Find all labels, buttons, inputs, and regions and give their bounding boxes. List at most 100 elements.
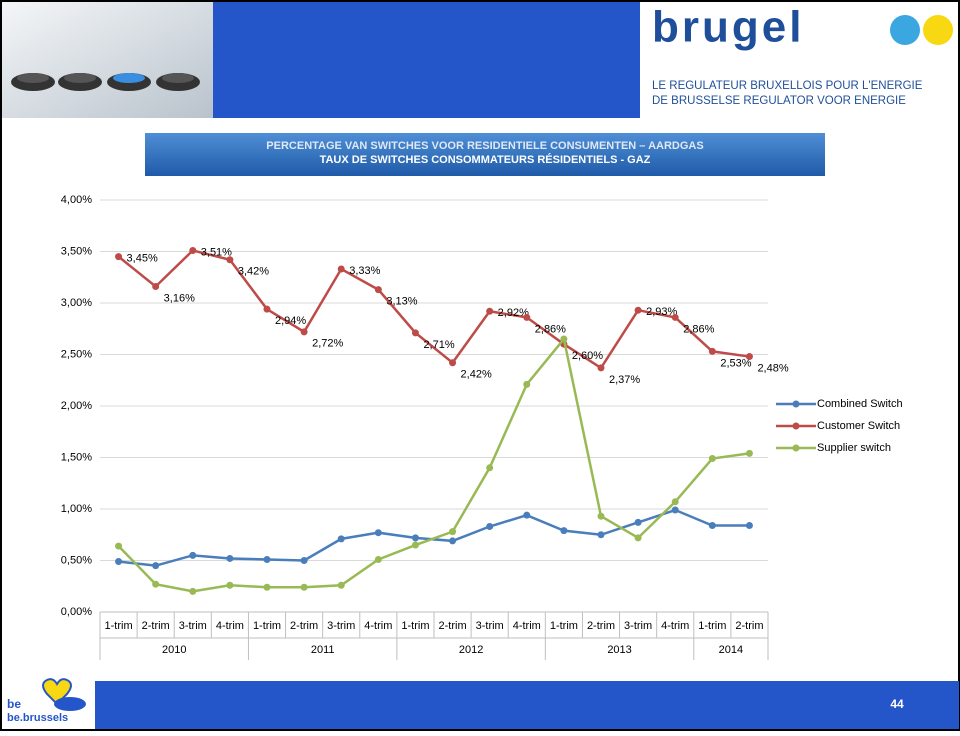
data-label: 2,60% — [572, 350, 603, 362]
data-label: 2,72% — [312, 338, 343, 350]
chart-subtitle: TAUX DE SWITCHES CONSOMMATEURS RÉSIDENTI… — [320, 153, 651, 166]
data-point — [152, 283, 160, 291]
legend-label: Combined Switch — [817, 398, 903, 410]
x-tick-label: 1-trim — [105, 620, 133, 632]
data-point — [374, 286, 382, 294]
tagline: DE BRUSSELSE REGULATOR VOOR ENERGIE — [652, 95, 906, 107]
x-tick-label: 3-trim — [327, 620, 355, 632]
data-point — [115, 253, 123, 261]
page-number: 44 — [890, 697, 904, 711]
data-point — [449, 537, 457, 545]
data-label: 2,48% — [757, 362, 788, 374]
data-point — [634, 306, 642, 314]
data-point — [411, 541, 419, 549]
data-point — [189, 551, 197, 559]
data-point — [708, 347, 716, 355]
data-point — [152, 562, 160, 570]
chart-title-box — [145, 133, 825, 176]
data-point — [189, 587, 197, 595]
data-point — [597, 512, 605, 520]
footer-bar — [95, 681, 959, 729]
data-point — [152, 580, 160, 588]
data-label: 2,71% — [423, 339, 454, 351]
x-tick-label: 4-trim — [364, 620, 392, 632]
data-label: 3,51% — [201, 246, 232, 258]
data-label: 2,42% — [461, 369, 492, 381]
brand-shape — [54, 697, 86, 711]
y-tick-label: 2,00% — [61, 400, 92, 412]
data-label: 3,42% — [238, 266, 269, 278]
x-tick-label: 2-trim — [290, 620, 318, 632]
data-label: 2,94% — [275, 315, 306, 327]
data-point — [337, 265, 345, 273]
data-point — [374, 555, 382, 563]
data-point — [263, 583, 271, 591]
data-point — [226, 554, 234, 562]
header-banner — [213, 2, 640, 118]
header-image — [2, 2, 213, 118]
data-point — [300, 328, 308, 336]
data-point — [486, 523, 494, 531]
group-label: 2011 — [311, 644, 335, 656]
x-tick-label: 2-trim — [587, 620, 615, 632]
x-tick-label: 4-trim — [513, 620, 541, 632]
data-point — [411, 329, 419, 337]
series-line — [117, 249, 750, 370]
legend-label: Supplier switch — [817, 442, 891, 454]
data-point — [486, 464, 494, 472]
data-point — [671, 498, 679, 506]
data-point — [449, 359, 457, 367]
y-tick-label: 0,50% — [61, 554, 92, 566]
brand-heart — [42, 678, 72, 706]
data-label: 3,16% — [164, 292, 195, 304]
data-label: 2,86% — [683, 323, 714, 335]
data-point — [263, 305, 271, 313]
data-label: 2,92% — [498, 307, 529, 319]
data-label: 3,13% — [386, 296, 417, 308]
data-point — [226, 581, 234, 589]
legend-marker — [792, 400, 800, 408]
data-point — [708, 455, 716, 463]
data-label: 2,93% — [646, 306, 677, 318]
x-tick-label: 2-trim — [735, 620, 763, 632]
x-tick-label: 4-trim — [661, 620, 689, 632]
data-point — [300, 557, 308, 564]
data-point — [263, 555, 271, 563]
data-point — [486, 307, 494, 315]
data-point — [523, 511, 531, 519]
x-tick-label: 1-trim — [401, 620, 429, 632]
data-point — [449, 528, 457, 536]
logo-dot — [890, 15, 920, 45]
y-tick-label: 0,00% — [61, 606, 92, 618]
tagline: LE REGULATEUR BRUXELLOIS POUR L'ENERGIE — [652, 80, 923, 92]
x-tick-label: 3-trim — [476, 620, 504, 632]
x-tick-label: 1-trim — [253, 620, 281, 632]
data-point — [560, 527, 568, 535]
x-tick-label: 2-trim — [142, 620, 170, 632]
logo-dot — [923, 15, 953, 45]
data-point — [634, 534, 642, 542]
group-label: 2013 — [607, 644, 631, 656]
legend-label: Customer Switch — [817, 420, 900, 432]
data-point — [523, 380, 531, 388]
data-point — [300, 583, 308, 591]
y-tick-label: 3,50% — [61, 245, 92, 257]
data-point — [115, 558, 123, 566]
brand: be.brussels — [7, 712, 68, 724]
data-point — [745, 449, 753, 457]
y-tick-label: 4,00% — [61, 194, 92, 206]
logo: brugel — [652, 3, 804, 52]
data-label: 3,45% — [127, 253, 158, 265]
x-tick-label: 4-trim — [216, 620, 244, 632]
data-point — [560, 335, 568, 343]
data-point — [337, 581, 345, 589]
x-tick-label: 1-trim — [550, 620, 578, 632]
y-tick-label: 2,50% — [61, 348, 92, 360]
x-tick-label: 3-trim — [179, 620, 207, 632]
data-point — [226, 256, 234, 264]
data-point — [597, 531, 605, 539]
data-label: 2,37% — [609, 374, 640, 386]
group-label: 2012 — [459, 644, 483, 656]
